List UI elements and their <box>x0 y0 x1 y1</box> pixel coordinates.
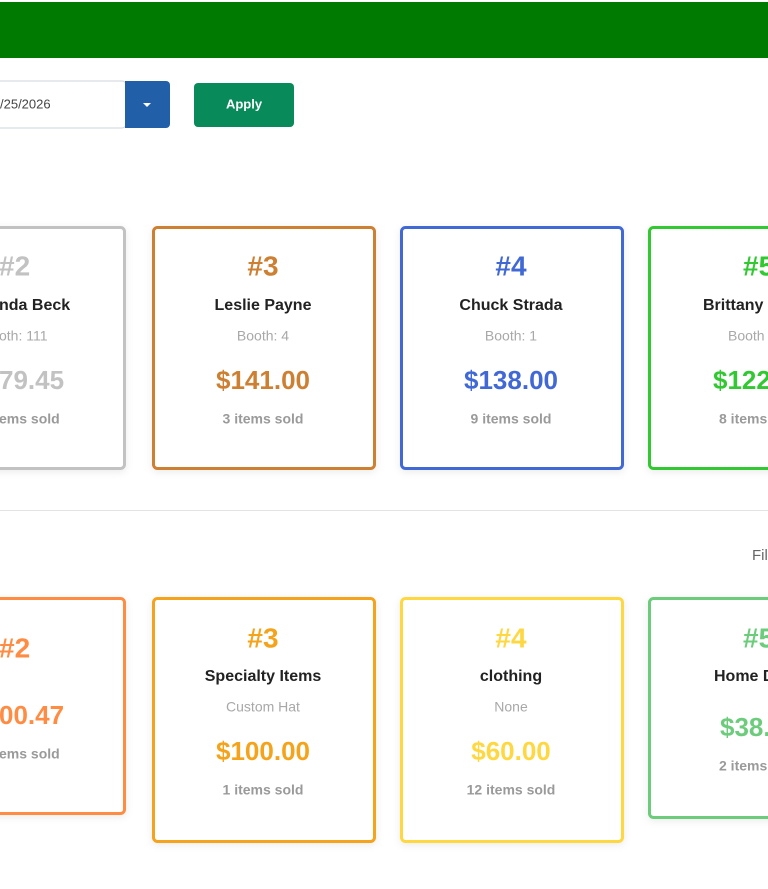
card-name: nda Beck <box>0 297 70 314</box>
card-rank: #5 <box>743 622 768 653</box>
card-booth: Booth: 4 <box>237 328 289 344</box>
card-items: 8 items <box>719 411 767 427</box>
card-amount: $38. <box>720 712 768 742</box>
card-items: 9 items sold <box>471 411 552 427</box>
card-amount: $138.00 <box>464 365 558 395</box>
apply-label: Apply <box>226 96 263 111</box>
card-name: clothing <box>480 668 542 685</box>
card-booth: Booth <box>728 328 765 344</box>
card-amount: 79.45 <box>0 365 64 395</box>
filter-label: Fil <box>752 547 768 564</box>
card-rank: #5 <box>743 250 768 281</box>
card-booth: oth: 111 <box>0 328 48 344</box>
card-items: 2 items <box>719 758 767 774</box>
card-name: Leslie Payne <box>215 297 312 314</box>
card-rank: #4 <box>495 622 527 653</box>
card-rank: #3 <box>247 250 278 281</box>
top-bar <box>0 2 768 58</box>
apply-button[interactable] <box>194 83 294 127</box>
card-amount: $141.00 <box>216 365 310 395</box>
card-rank: #3 <box>247 622 278 653</box>
card-items: 1 items sold <box>223 782 304 798</box>
card-amount: $122 <box>713 365 768 395</box>
card-items: 12 items sold <box>467 782 556 798</box>
card <box>152 226 376 470</box>
card-amount: $60.00 <box>471 736 551 766</box>
card-rank: #2 <box>0 250 30 281</box>
card-rank: #4 <box>495 250 527 281</box>
card-name: Brittany I <box>703 297 768 314</box>
date-value: /25/2026 <box>0 96 51 111</box>
card-name: Chuck Strada <box>459 297 562 314</box>
card <box>0 226 126 470</box>
card-items: 3 items sold <box>223 411 304 427</box>
card-subtitle: Custom Hat <box>226 699 300 715</box>
card <box>0 597 126 815</box>
card <box>400 597 624 843</box>
card-subtitle: None <box>494 699 528 715</box>
card-name: Specialty Items <box>205 668 322 685</box>
card <box>400 226 624 470</box>
card <box>152 597 376 843</box>
card-items: ems sold <box>0 411 60 427</box>
card-items: ems sold <box>0 746 60 762</box>
card-amount: 00.47 <box>0 700 64 730</box>
card <box>648 597 768 819</box>
caret <box>143 103 151 107</box>
card-rank: #2 <box>0 632 30 663</box>
card-booth: Booth: 1 <box>485 328 537 344</box>
card-amount: $100.00 <box>216 736 310 766</box>
card-name: Home D <box>714 668 768 685</box>
card <box>648 226 768 470</box>
